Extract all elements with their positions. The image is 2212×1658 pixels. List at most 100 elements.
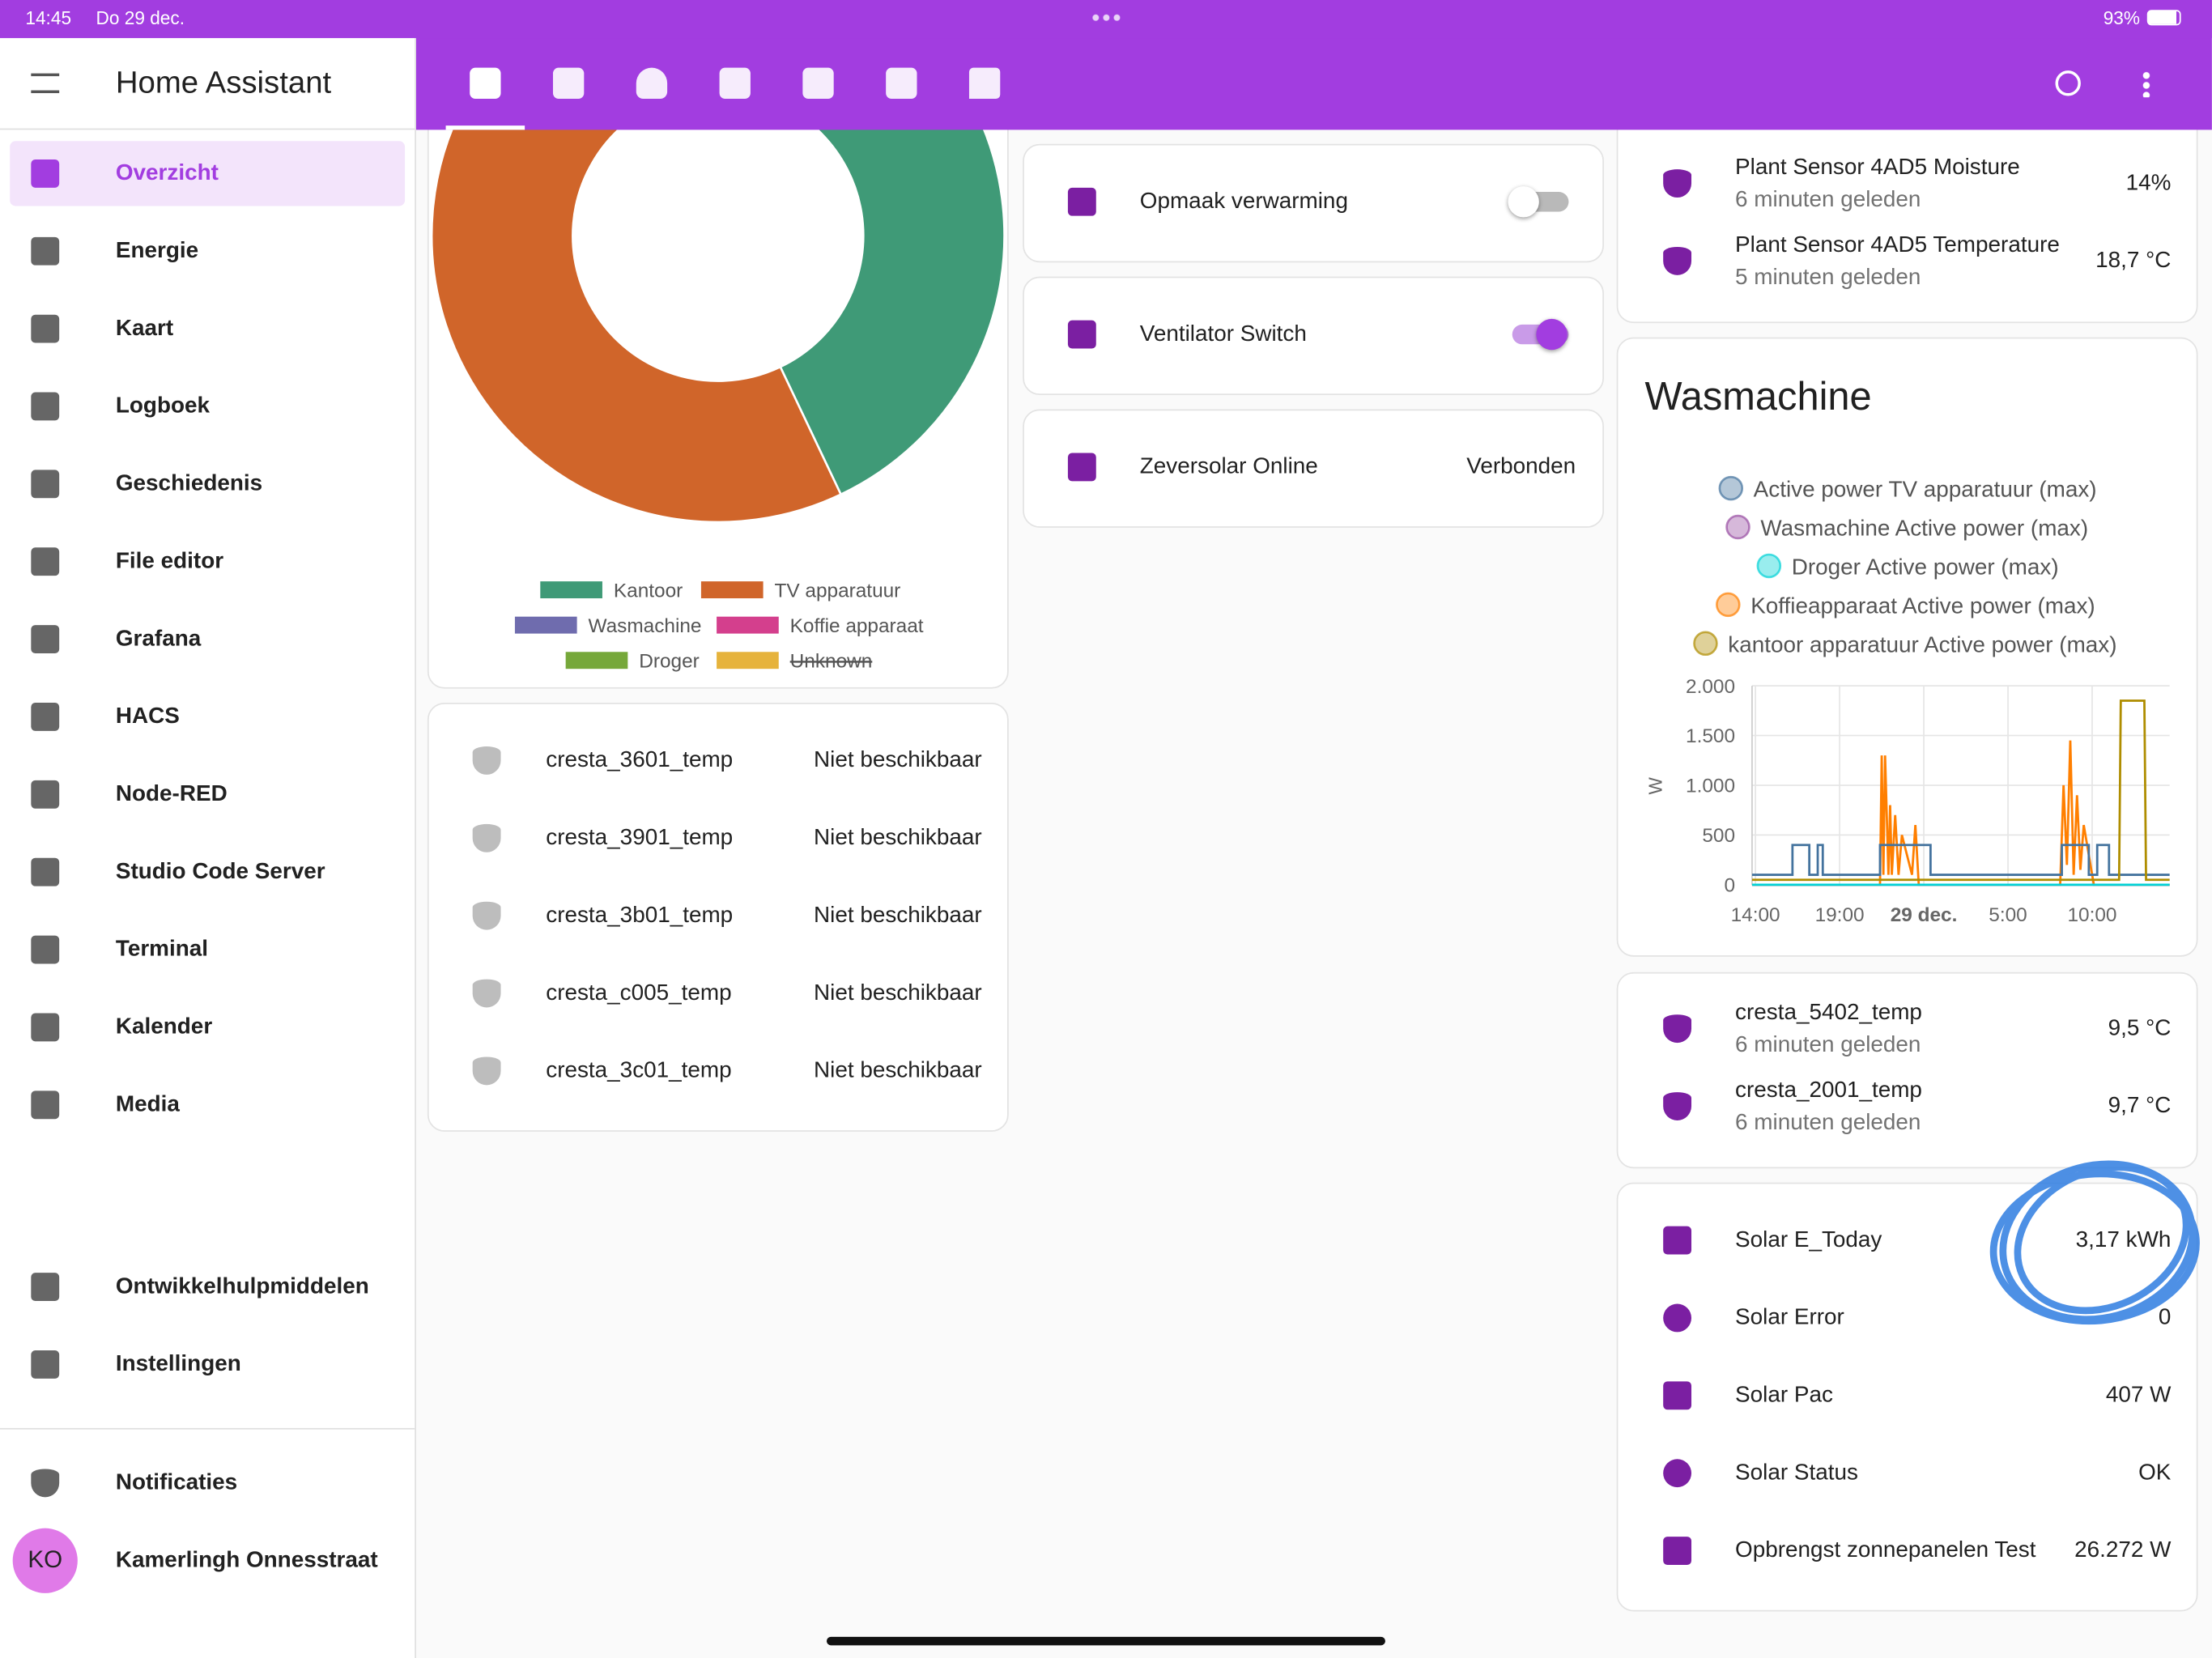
toggle-knob[interactable]	[1536, 318, 1568, 351]
nav-icon	[31, 470, 60, 499]
entity-state: 9,5 °C	[2108, 1016, 2172, 1041]
overflow-menu[interactable]	[2142, 70, 2150, 98]
tab-icon[interactable]	[636, 67, 668, 100]
tab-icon[interactable]	[886, 67, 917, 100]
entity-name: Solar E_Today	[1735, 1228, 1882, 1252]
sensor-icon	[1663, 1092, 1692, 1120]
entity-state: Verbonden	[1466, 454, 1576, 479]
nav-icon	[31, 314, 60, 343]
nav-item[interactable]: Logboek	[115, 394, 211, 419]
legend-swatch	[514, 616, 577, 634]
sensor-icon	[1663, 169, 1692, 198]
sensor-icon	[1663, 247, 1692, 275]
entity-name: Plant Sensor 4AD5 Temperature	[1735, 233, 2060, 257]
tab-icon[interactable]	[968, 67, 1001, 100]
nav-icon	[31, 1090, 60, 1120]
legend-marker	[1756, 553, 1782, 579]
entity-state: 14%	[2125, 171, 2172, 196]
nav-item[interactable]: Kalender	[115, 1014, 213, 1039]
entity-name: cresta_2001_temp	[1735, 1078, 1922, 1103]
nav-item[interactable]: Ontwikkelhulpmiddelen	[115, 1274, 369, 1299]
legend-swatch	[565, 652, 628, 670]
bell-icon	[31, 1469, 60, 1498]
y-tick-label: 0	[1724, 875, 1735, 897]
entity-state: Niet beschikbaar	[814, 826, 982, 850]
x-tick-label: 5:00	[1989, 904, 2027, 926]
switch-icon	[1067, 187, 1096, 216]
legend-swatch	[540, 581, 602, 599]
battery-icon	[2146, 10, 2181, 26]
nav-icon	[31, 703, 60, 731]
y-tick-label: 2.000	[1686, 676, 1735, 698]
legend-label: Active power TV apparatuur (max)	[1754, 477, 2097, 502]
line-series	[1751, 699, 2170, 882]
status-card	[1023, 409, 1604, 528]
legend-marker	[1725, 514, 1750, 540]
thermometer-icon	[472, 979, 501, 1008]
x-tick-label: 10:00	[2068, 904, 2117, 926]
solar-card	[1616, 1182, 2198, 1612]
nav-item[interactable]: Geschiedenis	[115, 471, 263, 496]
entity-name: Opbrengst zonnepanelen Test	[1735, 1538, 2036, 1563]
monitor-icon	[1067, 453, 1096, 482]
nav-icon	[31, 857, 60, 886]
line-series	[1751, 740, 2170, 886]
entity-name: cresta_3901_temp	[546, 826, 734, 850]
y-tick-label: 1.000	[1686, 776, 1735, 797]
solar-icon	[1663, 1303, 1692, 1333]
last-updated: 6 minuten geleden	[1735, 1111, 1921, 1136]
solar-icon	[1663, 1226, 1692, 1255]
entity-name: Ventilator Switch	[1139, 322, 1307, 346]
tab-icon[interactable]	[719, 67, 751, 100]
tab-icon[interactable]	[552, 67, 585, 100]
entity-state: 18,7 °C	[2095, 249, 2172, 274]
entity-state: 407 W	[2105, 1383, 2172, 1408]
tab-icon[interactable]	[470, 67, 501, 100]
nav-item[interactable]: Overzicht	[115, 161, 219, 186]
search-button[interactable]	[2055, 70, 2081, 96]
legend-marker	[1716, 592, 1741, 618]
nav-item[interactable]: Grafana	[115, 627, 202, 652]
menu-button[interactable]	[31, 73, 60, 94]
nav-item[interactable]: Node-RED	[115, 782, 228, 806]
nav-item[interactable]: Studio Code Server	[115, 860, 325, 884]
avatar	[12, 1528, 78, 1593]
legend-label: kantoor apparatuur Active power (max)	[1728, 631, 2116, 657]
nav-item[interactable]: Instellingen	[115, 1352, 241, 1377]
divider	[0, 1427, 415, 1430]
nav-icon	[31, 780, 60, 809]
nav-item[interactable]: HACS	[115, 704, 180, 729]
nav-item[interactable]: Terminal	[115, 937, 208, 962]
nav-item[interactable]: Energie	[115, 239, 199, 263]
entity-state: Niet beschikbaar	[814, 1058, 982, 1083]
legend-label: Koffieapparaat Active power (max)	[1750, 593, 2095, 618]
user-name[interactable]: Kamerlingh Onnesstraat	[115, 1548, 378, 1573]
entity-state: Niet beschikbaar	[814, 903, 982, 928]
nav-icon	[31, 625, 60, 654]
legend-label: Unknown	[790, 650, 873, 672]
solar-icon	[1663, 1459, 1692, 1488]
entity-state: Niet beschikbaar	[814, 981, 982, 1005]
cresta-card	[427, 703, 1009, 1132]
legend-swatch	[717, 652, 779, 670]
y-tick-label: 1.500	[1686, 725, 1735, 747]
notifications[interactable]: Notificaties	[115, 1470, 238, 1495]
entity-name: Solar Status	[1735, 1460, 1858, 1486]
nav-item[interactable]: Kaart	[115, 317, 174, 341]
toggle-knob[interactable]	[1508, 186, 1539, 218]
nav-icon	[31, 935, 60, 964]
tab-indicator	[445, 125, 525, 130]
legend-label: TV apparatuur	[775, 580, 901, 602]
nav-item[interactable]: File editor	[115, 549, 224, 574]
entity-name: Zeversolar Online	[1139, 454, 1318, 479]
entity-name: cresta_5402_temp	[1735, 1001, 1922, 1026]
solar-icon	[1663, 1537, 1692, 1565]
legend-label: Koffie apparaat	[790, 615, 924, 637]
entity-name: Solar Error	[1735, 1305, 1844, 1330]
tab-icon[interactable]	[802, 67, 834, 100]
thermometer-icon	[472, 1056, 501, 1086]
nav-item[interactable]: Media	[115, 1092, 180, 1117]
entity-name: cresta_c005_temp	[546, 981, 732, 1005]
